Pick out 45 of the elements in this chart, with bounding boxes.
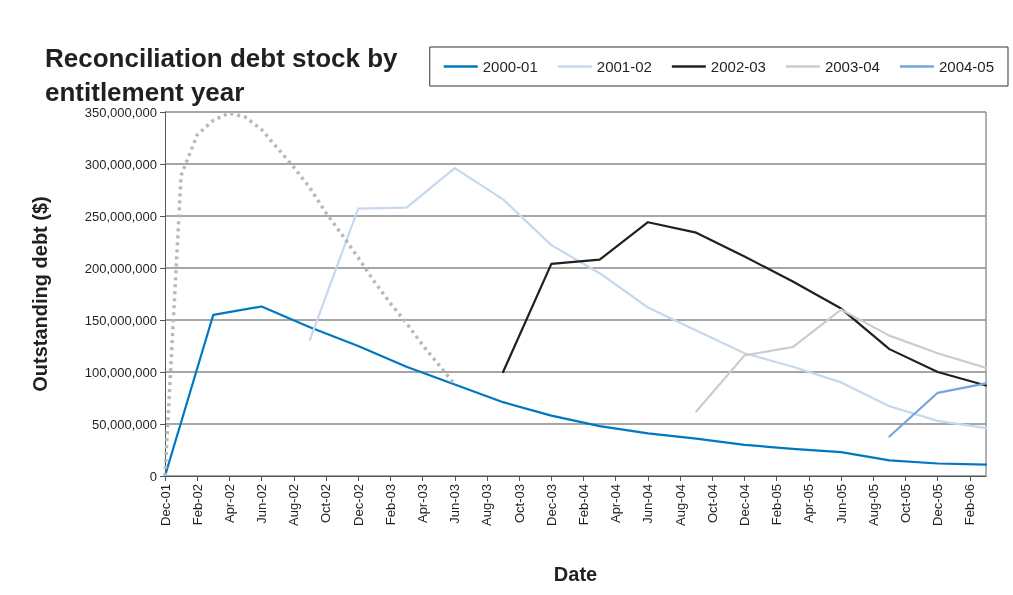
x-tick-label: Dec-04 — [737, 484, 753, 526]
legend-label: 2001-02 — [596, 58, 652, 75]
x-tick-label: Feb-05 — [769, 484, 785, 526]
y-tick-label: 50,000,000 — [91, 416, 157, 432]
y-tick-label: 0 — [149, 468, 157, 484]
x-tick-label: Feb-04 — [576, 484, 592, 526]
x-tick-label: Jun-03 — [447, 484, 463, 524]
x-tick-label: Jun-04 — [640, 484, 656, 524]
y-tick-label: 300,000,000 — [84, 156, 157, 172]
x-tick-label: Dec-03 — [543, 484, 559, 526]
y-tick-label: 350,000,000 — [84, 104, 157, 120]
y-tick-label: 250,000,000 — [84, 208, 157, 224]
legend-label: 2000-01 — [482, 58, 538, 75]
y-tick-label: 100,000,000 — [84, 364, 157, 380]
x-tick-label: Oct-02 — [318, 484, 334, 524]
chart-title: Reconciliation debt stock by entitlement year — [45, 43, 405, 107]
x-tick-label: Feb-03 — [382, 484, 398, 526]
x-tick-label: Apr-02 — [221, 484, 237, 524]
line-series — [308, 167, 988, 430]
x-tick-label: Jun-05 — [833, 484, 849, 524]
x-tick-label: Feb-06 — [962, 484, 978, 526]
x-tick-label: Oct-03 — [511, 484, 527, 524]
x-tick-label: Apr-03 — [415, 484, 431, 524]
x-tick-label: Apr-05 — [801, 484, 817, 524]
x-tick-label: Aug-02 — [286, 484, 302, 526]
x-tick-label: Jun-02 — [254, 484, 270, 524]
x-tick-label: Aug-04 — [672, 484, 688, 526]
x-tick-label: Aug-03 — [479, 484, 495, 526]
x-tick-label: Oct-04 — [704, 484, 720, 524]
x-tick-label: Dec-02 — [350, 484, 366, 526]
x-tick-label: Dec-05 — [930, 484, 946, 526]
x-axis-title: Date — [553, 563, 598, 585]
line-series — [695, 308, 988, 413]
x-tick-label: Feb-02 — [189, 484, 205, 526]
x-tick-label: Aug-05 — [865, 484, 881, 526]
legend-label: 2003-04 — [824, 58, 880, 75]
line-series — [501, 221, 988, 387]
x-tick-label: Oct-05 — [898, 484, 914, 524]
y-tick-label: 200,000,000 — [84, 260, 157, 276]
x-tick-label: Apr-04 — [608, 484, 624, 524]
legend-label: 2004-05 — [938, 58, 995, 75]
y-tick-label: 150,000,000 — [84, 312, 157, 328]
legend-label: 2002-03 — [710, 58, 766, 75]
y-axis-title: Outstanding debt ($) — [29, 196, 51, 392]
x-tick-label: Dec-01 — [157, 484, 173, 526]
